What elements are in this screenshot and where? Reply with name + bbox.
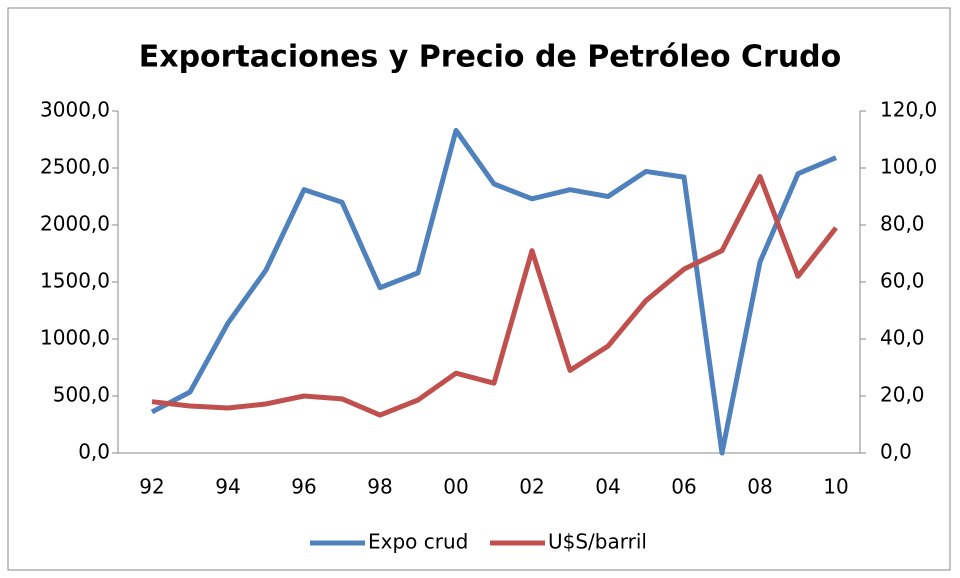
legend-label: Expo crud (368, 530, 468, 554)
y2-tick-label: 20,0 (880, 383, 925, 407)
chart-border (7, 7, 951, 571)
y-tick-label: 3000,0 (40, 98, 110, 122)
y2-tick-label: 120,0 (880, 98, 937, 122)
x-tick-label: 08 (747, 475, 772, 499)
x-tick-label: 02 (519, 475, 544, 499)
y-tick-label: 2500,0 (40, 155, 110, 179)
x-tick-label: 04 (595, 475, 620, 499)
series-line (150, 127, 837, 456)
y2-tick-label: 100,0 (880, 155, 937, 179)
x-tick-label: 06 (671, 475, 696, 499)
x-tick-label: 98 (367, 475, 392, 499)
x-tick-label: 00 (443, 475, 468, 499)
y2-tick-label: 60,0 (880, 269, 925, 293)
y2-tick-label: 40,0 (880, 326, 925, 350)
x-tick-label: 94 (215, 475, 240, 499)
y2-tick-label: 80,0 (880, 212, 925, 236)
y-tick-label: 1000,0 (40, 326, 110, 350)
y-tick-label: 1500,0 (40, 269, 110, 293)
y-tick-label: 2000,0 (40, 212, 110, 236)
legend-label: U$S/barril (548, 530, 647, 554)
y-tick-label: 0,0 (78, 440, 110, 464)
x-tick-label: 10 (823, 475, 848, 499)
y-tick-label: 500,0 (53, 383, 110, 407)
y2-tick-label: 0,0 (880, 440, 912, 464)
x-tick-label: 92 (139, 475, 164, 499)
x-tick-label: 96 (291, 475, 316, 499)
chart-title: Exportaciones y Precio de Petróleo Crudo (139, 40, 842, 75)
series-line (151, 174, 838, 418)
